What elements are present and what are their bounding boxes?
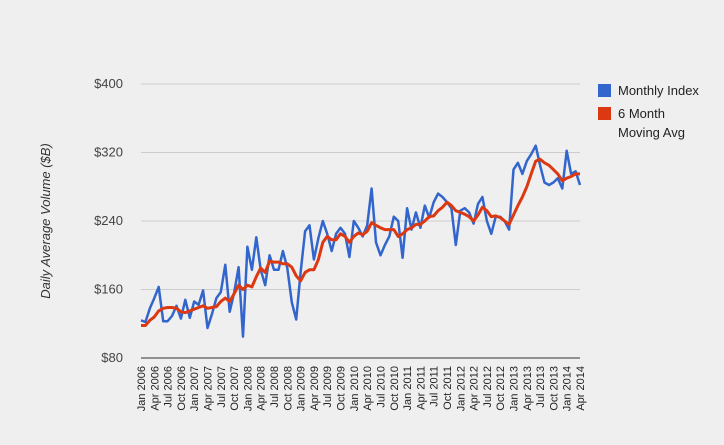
- legend-swatch-moving-avg: [598, 107, 611, 120]
- x-tick-label: Oct 2007: [229, 366, 241, 411]
- y-tick-label: $160: [94, 282, 123, 297]
- x-tick-label: Jan 2010: [349, 366, 361, 411]
- y-tick-label: $80: [101, 350, 123, 365]
- y-axis-label: Daily Average Volume ($B): [38, 143, 53, 299]
- x-tick-label: Apr 2009: [309, 366, 321, 411]
- series-lines: [140, 144, 582, 338]
- legend-swatch-monthly-index: [598, 84, 611, 97]
- x-tick-label: Jan 2012: [455, 366, 467, 411]
- x-tick-label: Apr 2010: [362, 366, 374, 411]
- x-tick-label: Oct 2009: [336, 366, 348, 411]
- x-tick-label: Oct 2011: [442, 366, 454, 410]
- x-axis-ticks: Jan 2006 Apr 2006 Jul 2006 Oct 2006 Jan 2007…: [136, 366, 587, 411]
- x-tick-label: Apr 2007: [203, 366, 215, 411]
- legend-label-moving-avg-line2: Moving Avg: [618, 125, 685, 140]
- y-tick-label: $240: [94, 213, 123, 228]
- x-tick-label: Oct 2006: [176, 366, 188, 411]
- x-tick-label: Jan 2007: [189, 366, 201, 411]
- gridlines: [141, 83, 580, 359]
- x-tick-label: Jan 2011: [402, 366, 414, 410]
- x-tick-label: Jan 2013: [508, 366, 520, 411]
- x-tick-label: Jul 2009: [322, 366, 334, 408]
- y-tick-label: $320: [94, 145, 123, 160]
- x-tick-label: Jul 2006: [163, 366, 175, 408]
- x-tick-label: Oct 2012: [495, 366, 507, 411]
- x-tick-label: Apr 2011: [415, 366, 427, 410]
- legend: Monthly Index 6 Month Moving Avg: [598, 83, 699, 140]
- x-tick-label: Oct 2013: [548, 366, 560, 411]
- x-tick-label: Apr 2012: [469, 366, 481, 411]
- x-tick-label: Jul 2007: [216, 366, 228, 408]
- x-tick-label: Apr 2013: [522, 366, 534, 411]
- x-tick-label: Jul 2013: [535, 366, 547, 408]
- x-tick-label: Oct 2010: [389, 366, 401, 411]
- y-tick-label: $400: [94, 76, 123, 91]
- x-tick-label: Jan 2014: [562, 366, 574, 411]
- series-line-moving-avg: [141, 157, 580, 327]
- legend-label-moving-avg-line1: 6 Month: [618, 106, 665, 121]
- y-axis-ticks: $80 $160 $240 $320 $400: [94, 76, 123, 365]
- x-tick-label: Jan 2008: [242, 366, 254, 411]
- x-tick-label: Jul 2011: [429, 366, 441, 407]
- x-tick-label: Apr 2014: [575, 366, 587, 411]
- x-tick-label: Jan 2009: [296, 366, 308, 411]
- x-tick-label: Jul 2012: [482, 366, 494, 408]
- x-tick-label: Jul 2010: [375, 366, 387, 408]
- x-tick-label: Jul 2008: [269, 366, 281, 408]
- x-tick-label: Jan 2006: [136, 366, 148, 411]
- x-tick-label: Apr 2006: [149, 366, 161, 411]
- legend-label-monthly-index: Monthly Index: [618, 83, 699, 98]
- x-tick-label: Oct 2008: [282, 366, 294, 411]
- x-tick-label: Apr 2008: [256, 366, 268, 411]
